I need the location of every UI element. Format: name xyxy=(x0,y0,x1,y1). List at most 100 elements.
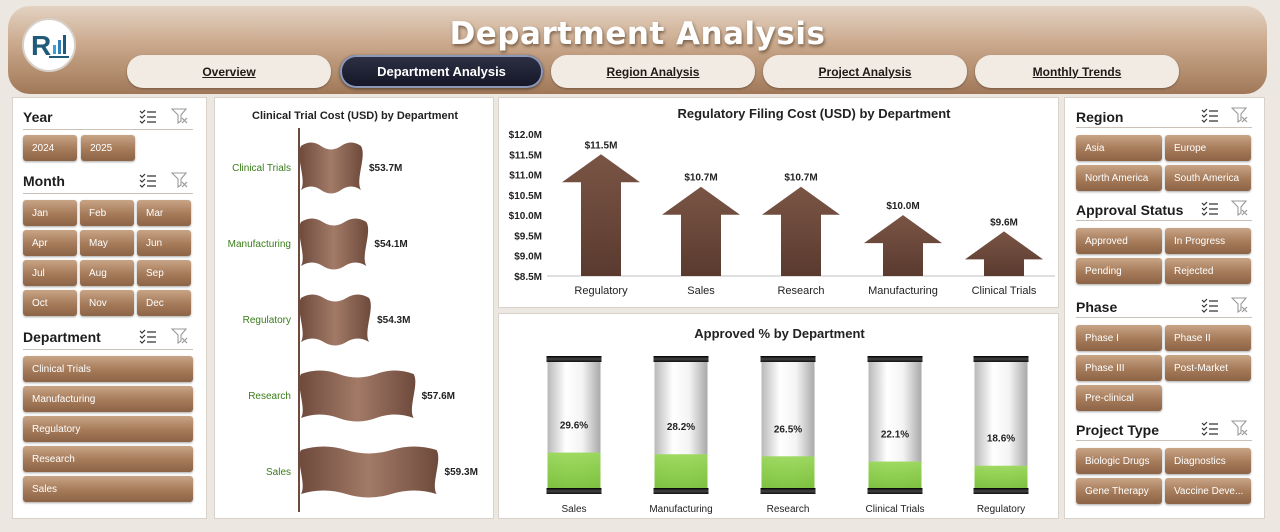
tab-region-analysis[interactable]: Region Analysis xyxy=(551,55,755,88)
category-label: Sales xyxy=(561,504,586,515)
multi-select-icon[interactable] xyxy=(1201,420,1219,436)
month-item[interactable]: Dec xyxy=(137,290,191,316)
month-item[interactable]: May xyxy=(80,230,134,256)
region-item[interactable]: Europe xyxy=(1165,135,1251,161)
project-type-item[interactable]: Vaccine Deve... xyxy=(1165,478,1251,504)
cylinder-cap xyxy=(546,356,602,362)
y-tick-label: $10.5M xyxy=(509,191,542,202)
tab-department-analysis[interactable]: Department Analysis xyxy=(340,55,543,88)
approval-item[interactable]: Rejected xyxy=(1165,258,1251,284)
category-label: Regulatory xyxy=(574,285,628,297)
multi-select-icon[interactable] xyxy=(1201,200,1219,216)
cylinder-base xyxy=(867,488,923,494)
month-item[interactable]: Oct xyxy=(23,290,77,316)
category-label: Research xyxy=(248,391,291,402)
clear-filter-icon[interactable] xyxy=(1231,107,1249,123)
clear-filter-icon[interactable] xyxy=(1231,200,1249,216)
category-label: Sales xyxy=(687,285,715,297)
right-slicer-panel: Region Asia Europe North America South A… xyxy=(1064,97,1265,519)
department-item[interactable]: Regulatory xyxy=(23,416,193,442)
department-item[interactable]: Research xyxy=(23,446,193,472)
regulatory-filing-cost-panel: Regulatory Filing Cost (USD) by Departme… xyxy=(498,97,1059,308)
category-label: Manufacturing xyxy=(649,504,712,515)
y-tick-label: $11.5M xyxy=(509,150,542,161)
bar xyxy=(547,452,601,488)
chart-title: Regulatory Filing Cost (USD) by Departme… xyxy=(677,106,951,121)
data-label: $11.5M xyxy=(585,140,618,151)
month-item[interactable]: Nov xyxy=(80,290,134,316)
slicer-title-approval-status: Approval Status xyxy=(1076,202,1184,218)
approved-percent-panel: Approved % by Department xyxy=(498,313,1059,519)
bar xyxy=(864,215,942,276)
cylinder-base xyxy=(973,488,1029,494)
slicer-title-month: Month xyxy=(23,173,65,189)
region-item[interactable]: South America xyxy=(1165,165,1251,191)
chart-title: Approved % by Department xyxy=(694,326,865,341)
department-item[interactable]: Manufacturing xyxy=(23,386,193,412)
multi-select-icon[interactable] xyxy=(1201,107,1219,123)
logo-icon: R xyxy=(31,30,69,61)
month-item[interactable]: Aug xyxy=(80,260,134,286)
y-tick-label: $10.0M xyxy=(509,211,542,222)
approved-percent-chart: 29.6% Sales 28.2% Manufacturing 26.5% Researc… xyxy=(546,356,1029,515)
regulatory-filing-cost-chart: $12.0M $11.5M $11.0M $10.5M $10.0M $9.5M $9.0M… xyxy=(509,130,1055,297)
slicer-divider xyxy=(23,129,193,130)
category-label: Manufacturing xyxy=(228,239,291,250)
bar xyxy=(299,218,369,270)
project-type-item[interactable]: Diagnostics xyxy=(1165,448,1251,474)
approval-item[interactable]: Approved xyxy=(1076,228,1162,254)
tab-overview[interactable]: Overview xyxy=(127,55,331,88)
year-item[interactable]: 2025 xyxy=(81,135,135,161)
approval-item[interactable]: Pending xyxy=(1076,258,1162,284)
phase-item[interactable]: Phase II xyxy=(1165,325,1251,351)
approval-item[interactable]: In Progress xyxy=(1165,228,1251,254)
phase-item[interactable]: Pre-clinical xyxy=(1076,385,1162,411)
phase-item[interactable]: Phase I xyxy=(1076,325,1162,351)
slicer-title-region: Region xyxy=(1076,109,1124,125)
data-label: $54.1M xyxy=(374,239,407,250)
tab-monthly-trends[interactable]: Monthly Trends xyxy=(975,55,1179,88)
multi-select-icon[interactable] xyxy=(139,328,157,344)
bar xyxy=(299,446,439,498)
month-item[interactable]: Jun xyxy=(137,230,191,256)
year-item[interactable]: 2024 xyxy=(23,135,77,161)
tab-project-analysis[interactable]: Project Analysis xyxy=(763,55,967,88)
y-tick-label: $12.0M xyxy=(509,130,542,141)
phase-item[interactable]: Phase III xyxy=(1076,355,1162,381)
clinical-trial-cost-chart: Clinical Trials $53.7M Manufacturing $54.1M… xyxy=(228,128,478,512)
cylinder-base xyxy=(760,488,816,494)
department-item[interactable]: Clinical Trials xyxy=(23,356,193,382)
clear-filter-icon[interactable] xyxy=(1231,297,1249,313)
month-item[interactable]: Apr xyxy=(23,230,77,256)
clear-filter-icon[interactable] xyxy=(171,328,189,344)
clear-filter-icon[interactable] xyxy=(1231,420,1249,436)
month-item[interactable]: Sep xyxy=(137,260,191,286)
chart-title: Clinical Trial Cost (USD) by Department xyxy=(252,110,458,122)
clear-filter-icon[interactable] xyxy=(171,108,189,124)
data-label: $57.6M xyxy=(422,391,455,402)
month-item[interactable]: Mar xyxy=(137,200,191,226)
month-item[interactable]: Jan xyxy=(23,200,77,226)
department-item[interactable]: Sales xyxy=(23,476,193,502)
project-type-item[interactable]: Gene Therapy xyxy=(1076,478,1162,504)
multi-select-icon[interactable] xyxy=(139,172,157,188)
svg-text:R: R xyxy=(31,30,51,61)
month-item[interactable]: Feb xyxy=(80,200,134,226)
bar xyxy=(299,294,371,346)
bar xyxy=(762,186,840,276)
region-item[interactable]: Asia xyxy=(1076,135,1162,161)
phase-item[interactable]: Post-Market xyxy=(1165,355,1251,381)
category-label: Clinical Trials xyxy=(972,285,1037,297)
multi-select-icon[interactable] xyxy=(139,108,157,124)
cylinder-base xyxy=(546,488,602,494)
month-item[interactable]: Jul xyxy=(23,260,77,286)
data-label: 29.6% xyxy=(560,421,588,432)
clear-filter-icon[interactable] xyxy=(171,172,189,188)
data-label: $53.7M xyxy=(369,163,402,174)
project-type-item[interactable]: Biologic Drugs xyxy=(1076,448,1162,474)
multi-select-icon[interactable] xyxy=(1201,297,1219,313)
bar xyxy=(965,231,1043,276)
category-label: Manufacturing xyxy=(868,285,938,297)
data-label: 28.2% xyxy=(667,422,695,433)
region-item[interactable]: North America xyxy=(1076,165,1162,191)
